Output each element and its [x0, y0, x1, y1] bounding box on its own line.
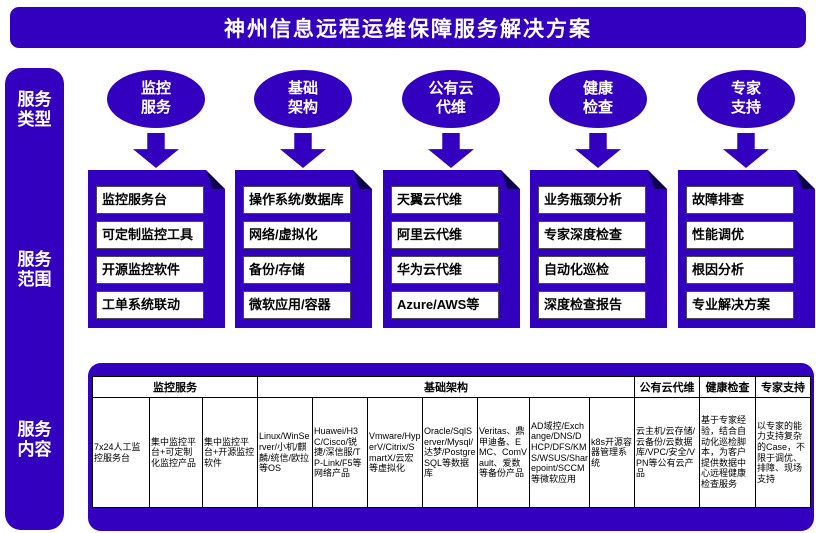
- scope-item: 开源监控软件: [96, 256, 204, 284]
- scope-item: 深度检查报告: [538, 291, 646, 319]
- scope-box: 操作系统/数据库 网络/虚拟化 备份/存储 微软应用/容器: [235, 170, 372, 328]
- category-rail: 服务类型 服务范围 服务内容: [5, 68, 64, 530]
- rail-label-service-content: 服务内容: [17, 420, 52, 460]
- header-monitoring: 监控服务: [92, 376, 258, 398]
- service-column-expert-support: 专家 支持 故障排查 性能调优 根因分析 专业解决方案: [678, 70, 815, 332]
- scope-item: 专业解决方案: [686, 291, 794, 319]
- rail-label-service-type: 服务类型: [17, 90, 52, 130]
- header-health-check: 健康检查: [699, 376, 757, 398]
- service-column-public-cloud: 公有云 代维 天翼云代维 阿里云代维 华为云代维 Azure/AWS等: [383, 70, 520, 332]
- table-cell: 7x24人工监控服务台: [92, 397, 150, 508]
- scope-item: 性能调优: [686, 221, 794, 249]
- service-column-infrastructure: 基础 架构 操作系统/数据库 网络/虚拟化 备份/存储 微软应用/容器: [235, 70, 372, 332]
- rail-label-service-scope: 服务范围: [17, 250, 52, 290]
- header-infrastructure: 基础架构: [256, 376, 636, 398]
- table-cell: 集中监控平台+开源监控软件: [202, 397, 258, 508]
- scope-item: 工单系统联动: [96, 291, 204, 319]
- table-cell: AD域控/Exchange/DNS/DHCP/DFS/KMS/WSUS/Shar…: [529, 397, 590, 508]
- service-content-table: 监控服务 基础架构 公有云代维 健康检查 专家支持 7x24人工监控服务台 集中…: [92, 376, 812, 508]
- scope-item: 阿里云代维: [391, 221, 499, 249]
- down-arrow-icon: [723, 133, 769, 168]
- scope-box: 监控服务台 可定制监控工具 开源监控软件 工单系统联动: [88, 170, 225, 328]
- scope-item: 华为云代维: [391, 256, 499, 284]
- down-arrow-icon: [428, 133, 474, 168]
- table-body-row: 7x24人工监控服务台 集中监控平台+可定制化监控产品 集中监控平台+开源监控软…: [92, 397, 812, 508]
- table-cell: Huawei/H3C/Cisco/锐捷/深信服/TP-Link/F5等网络产品: [312, 397, 368, 508]
- down-arrow-icon: [280, 133, 326, 168]
- scope-box: 业务瓶颈分析 专家深度检查 自动化巡检 深度检查报告: [530, 170, 667, 328]
- table-cell: Veritas、鼎甲迪备、EMC、ComVault、爱数等备份产品: [477, 397, 530, 508]
- scope-item: 业务瓶颈分析: [538, 186, 646, 214]
- folded-corner-icon: [206, 170, 225, 189]
- header-expert-support: 专家支持: [755, 376, 812, 398]
- header-public-cloud: 公有云代维: [634, 376, 701, 398]
- scope-box: 天翼云代维 阿里云代维 华为云代维 Azure/AWS等: [383, 170, 520, 328]
- scope-item: 根因分析: [686, 256, 794, 284]
- down-arrow-icon: [133, 133, 179, 168]
- scope-item: 可定制监控工具: [96, 221, 204, 249]
- service-type-ellipse: 基础 架构: [254, 70, 352, 128]
- table-cell: 以专家的能力支持复杂的Case，不限于调优、排障、现场支持: [755, 397, 812, 508]
- service-column-health-check: 健康 检查 业务瓶颈分析 专家深度检查 自动化巡检 深度检查报告: [530, 70, 667, 332]
- table-cell: Linux/WinServer/小机/麒麟/统信/欧拉等OS: [257, 397, 313, 508]
- folded-corner-icon: [648, 170, 667, 189]
- scope-item: 天翼云代维: [391, 186, 499, 214]
- scope-item: 监控服务台: [96, 186, 204, 214]
- scope-item: 备份/存储: [243, 256, 351, 284]
- scope-item: 故障排查: [686, 186, 794, 214]
- folded-corner-icon: [353, 170, 372, 189]
- table-cell: Vmware/HyperV/Citrix/SmartX/云宏等虚拟化: [367, 397, 423, 508]
- scope-item: 微软应用/容器: [243, 291, 351, 319]
- scope-item: 专家深度检查: [538, 221, 646, 249]
- folded-corner-icon: [501, 170, 520, 189]
- scope-box: 故障排查 性能调优 根因分析 专业解决方案: [678, 170, 815, 328]
- scope-item: 操作系统/数据库: [243, 186, 351, 214]
- service-content-panel: 监控服务 基础架构 公有云代维 健康检查 专家支持 7x24人工监控服务台 集中…: [88, 363, 814, 531]
- table-header-row: 监控服务 基础架构 公有云代维 健康检查 专家支持: [92, 376, 812, 398]
- table-cell: k8s开源容器管理系统: [588, 397, 636, 508]
- service-type-ellipse: 公有云 代维: [402, 70, 500, 128]
- scope-item: 自动化巡检: [538, 256, 646, 284]
- down-arrow-icon: [575, 133, 621, 168]
- table-cell: 集中监控平台+可定制化监控产品: [149, 397, 203, 508]
- page-title: 神州信息远程运维保障服务解决方案: [10, 7, 806, 48]
- table-cell: 云主机/云存储/云备份/云数据库/VPC/安全/VPN等公有云产品: [634, 397, 701, 508]
- scope-item: Azure/AWS等: [391, 291, 499, 319]
- table-cell: Oracle/SqlServer/Mysql/达梦/PostgreSQL等数据库: [422, 397, 478, 508]
- service-type-ellipse: 健康 检查: [549, 70, 647, 128]
- scope-item: 网络/虚拟化: [243, 221, 351, 249]
- service-type-ellipse: 监控 服务: [107, 70, 205, 128]
- folded-corner-icon: [796, 170, 815, 189]
- table-cell: 基于专家经验，结合自动化巡检脚本，为客户提供数据中心远程健康检查服务: [699, 397, 757, 508]
- service-column-monitoring: 监控 服务 监控服务台 可定制监控工具 开源监控软件 工单系统联动: [88, 70, 225, 332]
- service-type-ellipse: 专家 支持: [697, 70, 795, 128]
